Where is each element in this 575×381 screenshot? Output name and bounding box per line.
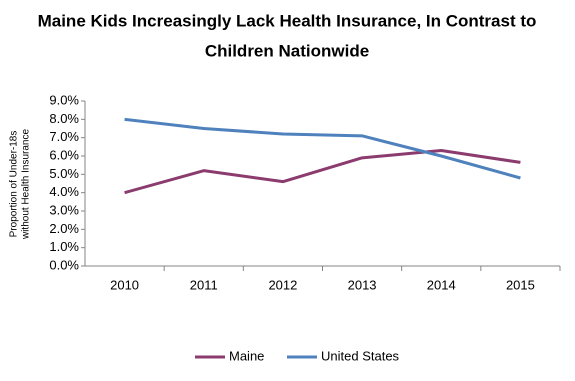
legend-label: Maine bbox=[229, 348, 264, 363]
x-tick-label: 2011 bbox=[190, 277, 218, 292]
x-tick-label: 2015 bbox=[506, 277, 535, 292]
y-tick-label: 6.0% bbox=[49, 147, 79, 162]
y-tick-label: 4.0% bbox=[49, 184, 79, 199]
y-tick-label: 0.0% bbox=[49, 257, 79, 272]
y-tick-label: 5.0% bbox=[49, 166, 79, 181]
x-tick-label: 2013 bbox=[348, 277, 377, 292]
y-tick-label: 8.0% bbox=[49, 111, 79, 126]
data-line bbox=[124, 149, 521, 195]
y-axis-title-line: without Health Insurance bbox=[21, 129, 32, 241]
x-tick-label: 2014 bbox=[427, 277, 456, 292]
y-axis-title: Proportion of Under-18s without Health I… bbox=[9, 129, 32, 241]
y-tick-label: 7.0% bbox=[49, 129, 79, 144]
data-line bbox=[124, 117, 521, 180]
y-tick-label: 1.0% bbox=[49, 239, 79, 254]
x-tick-label: 2012 bbox=[268, 277, 297, 292]
y-tick-label: 3.0% bbox=[49, 202, 79, 217]
y-tick-label: 9.0% bbox=[49, 92, 79, 107]
y-axis-title-line: Proportion of Under-18s bbox=[9, 131, 20, 238]
chart-title: Children Nationwide bbox=[205, 41, 369, 60]
chart-title: Maine Kids Increasingly Lack Health Insu… bbox=[38, 11, 537, 30]
y-tick-label: 2.0% bbox=[49, 221, 79, 236]
x-tick-label: 2010 bbox=[110, 277, 139, 292]
legend-label: United States bbox=[321, 348, 400, 363]
